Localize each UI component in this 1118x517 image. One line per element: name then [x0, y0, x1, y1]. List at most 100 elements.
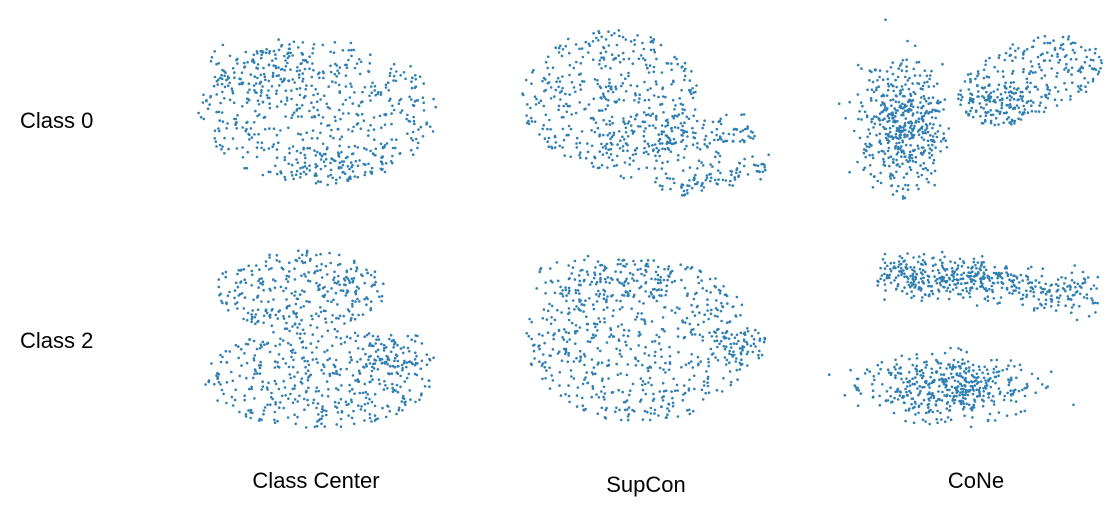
scatter-point [372, 116, 376, 119]
scatter-point [646, 66, 649, 70]
scatter-point [330, 320, 334, 324]
scatter-point [976, 70, 980, 73]
scatter-point [298, 93, 302, 97]
scatter-point [895, 153, 899, 156]
scatter-point [569, 155, 572, 159]
scatter-point [763, 163, 766, 167]
scatter-point [721, 331, 724, 335]
scatter-point [882, 279, 886, 282]
scatter-point [364, 396, 368, 400]
scatter-point [928, 122, 932, 125]
scatter-point [296, 297, 300, 301]
scatter-point [261, 50, 265, 54]
scatter-point [948, 404, 952, 408]
scatter-point [300, 289, 304, 292]
scatter-point [763, 337, 767, 341]
scatter-point [287, 365, 291, 369]
scatter-point [565, 102, 568, 106]
scatter-point [354, 289, 358, 293]
scatter-point [547, 136, 551, 140]
scatter-point [389, 67, 393, 71]
scatter-point [391, 364, 395, 368]
scatter-point [234, 343, 238, 347]
scatter-point [366, 393, 370, 396]
scatter-point [982, 390, 985, 393]
scatter-point [1031, 71, 1035, 74]
scatter-point [913, 270, 916, 273]
scatter-point [325, 380, 329, 383]
scatter-point [935, 418, 938, 421]
scatter-point [331, 176, 335, 180]
scatter-point [947, 377, 951, 380]
scatter-point [261, 380, 264, 384]
scatter-point [668, 361, 672, 364]
scatter-point [1011, 72, 1014, 75]
scatter-point [349, 336, 352, 340]
scatter-point [361, 90, 364, 94]
scatter-point [1041, 290, 1045, 294]
scatter-point [956, 360, 960, 364]
scatter-point [961, 407, 965, 411]
scatter-point [253, 354, 257, 357]
scatter-point [886, 107, 889, 110]
scatter-point [731, 184, 734, 187]
scatter-point [953, 394, 956, 398]
scatter-point [950, 376, 954, 379]
scatter-point [303, 359, 307, 363]
scatter-point [656, 278, 660, 281]
scatter-point [289, 349, 293, 353]
column-label-class-center: Class Center [252, 468, 380, 493]
scatter-point [562, 104, 565, 108]
scatter-point [287, 51, 290, 55]
scatter-point [631, 153, 635, 157]
scatter-point [1016, 98, 1019, 102]
scatter-point [898, 254, 902, 258]
scatter-point [407, 372, 411, 376]
scatter-point [206, 107, 210, 110]
scatter-point [881, 383, 884, 386]
scatter-point [868, 164, 872, 167]
scatter-point [954, 365, 957, 369]
scatter-point [293, 278, 297, 281]
scatter-point [972, 115, 975, 119]
scatter-point [369, 273, 373, 277]
scatter-point [667, 403, 671, 406]
scatter-point [606, 306, 609, 309]
scatter-point [359, 101, 363, 104]
scatter-point [928, 392, 932, 396]
scatter-point [371, 334, 375, 338]
scatter-point [950, 385, 954, 389]
scatter-point [357, 404, 360, 407]
scatter-point [639, 400, 642, 403]
scatter-point [1003, 58, 1007, 62]
scatter-point [991, 281, 995, 285]
scatter-point [1009, 389, 1012, 393]
scatter-point [1078, 284, 1082, 288]
scatter-point [927, 294, 931, 298]
scatter-point [272, 143, 276, 146]
scatter-point [1030, 104, 1033, 107]
scatter-point [287, 162, 291, 166]
scatter-point [989, 109, 992, 112]
scatter-point [879, 367, 882, 371]
scatter-point [1046, 96, 1050, 100]
scatter-point [944, 386, 947, 389]
scatter-point [691, 310, 694, 314]
scatter-point [718, 342, 721, 346]
scatter-point [680, 66, 683, 69]
scatter-point [319, 180, 323, 184]
scatter-point [965, 367, 968, 370]
scatter-point [304, 372, 308, 375]
scatter-point [271, 59, 274, 62]
scatter-point [310, 116, 314, 119]
scatter-point [223, 85, 227, 89]
scatter-point [607, 148, 610, 151]
scatter-point [979, 285, 982, 288]
scatter-point [894, 78, 897, 82]
scatter-point [892, 261, 896, 265]
scatter-point [383, 362, 387, 365]
scatter-point [615, 100, 619, 103]
scatter-point [422, 82, 426, 85]
scatter-point [320, 154, 324, 158]
scatter-point [327, 388, 330, 391]
